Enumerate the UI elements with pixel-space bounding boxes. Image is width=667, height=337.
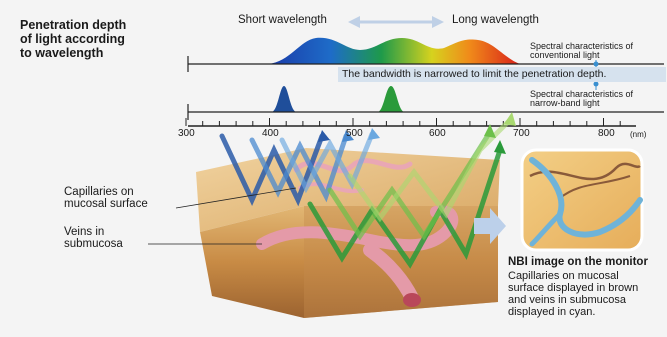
- wavelength-axis: [185, 118, 636, 127]
- bandwidth-note-band: [338, 67, 666, 82]
- tick-label: 800: [598, 128, 615, 139]
- capillaries-leader: [175, 187, 297, 209]
- green-light-rays: [307, 117, 513, 269]
- tick-label: 300: [178, 128, 195, 139]
- bandwidth-note: The bandwidth is narrowed to limit the p…: [342, 68, 607, 80]
- short-wavelength-label: Short wavelength: [238, 14, 327, 26]
- wavelength-arrow: [348, 16, 444, 28]
- veins-label: Veins in submucosa: [64, 226, 123, 250]
- narrowband-green-peak: [378, 86, 404, 112]
- tick-label: 400: [262, 128, 279, 139]
- conventional-spectrum-curve: [268, 37, 520, 64]
- nbi-monitor-image: [520, 148, 644, 252]
- narrowband-light-label: Spectral characteristics of narrow-band …: [530, 89, 634, 108]
- conventional-light-label: Spectral characteristics of conventional…: [530, 41, 634, 60]
- tick-label: 700: [513, 128, 530, 139]
- tick-label: 500: [346, 128, 363, 139]
- diagram-title: Penetration depth of light according to …: [20, 18, 127, 60]
- axis-unit: (nm): [630, 130, 647, 139]
- nbi-title: NBI image on the monitor: [508, 256, 648, 268]
- capillaries-label: Capillaries on mucosal surface: [64, 186, 148, 210]
- long-wavelength-label: Long wavelength: [452, 14, 539, 26]
- monitor-arrow: [474, 208, 506, 244]
- blue-light-rays: [219, 131, 375, 207]
- vein-vessel: [256, 205, 459, 252]
- nbi-description: Capillaries on mucosal surface displayed…: [508, 270, 639, 318]
- narrowband-blue-peak: [272, 86, 296, 112]
- tick-label: 600: [429, 128, 446, 139]
